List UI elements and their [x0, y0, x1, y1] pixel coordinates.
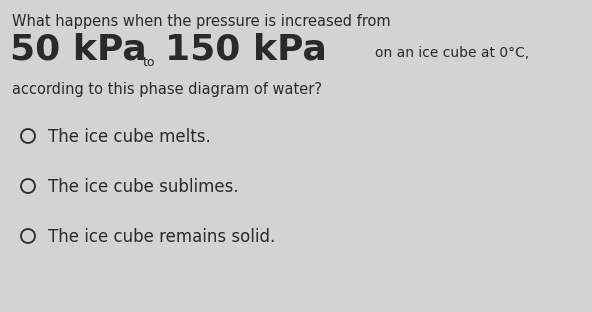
- Text: according to this phase diagram of water?: according to this phase diagram of water…: [12, 82, 322, 97]
- Text: The ice cube melts.: The ice cube melts.: [48, 128, 211, 146]
- Text: to: to: [143, 56, 156, 69]
- Text: The ice cube sublimes.: The ice cube sublimes.: [48, 178, 239, 196]
- Text: What happens when the pressure is increased from: What happens when the pressure is increa…: [12, 14, 391, 29]
- Text: The ice cube remains solid.: The ice cube remains solid.: [48, 228, 275, 246]
- Text: 150 kPa: 150 kPa: [165, 32, 327, 66]
- Text: 50 kPa: 50 kPa: [10, 32, 147, 66]
- Text: on an ice cube at 0°C,: on an ice cube at 0°C,: [375, 46, 529, 60]
